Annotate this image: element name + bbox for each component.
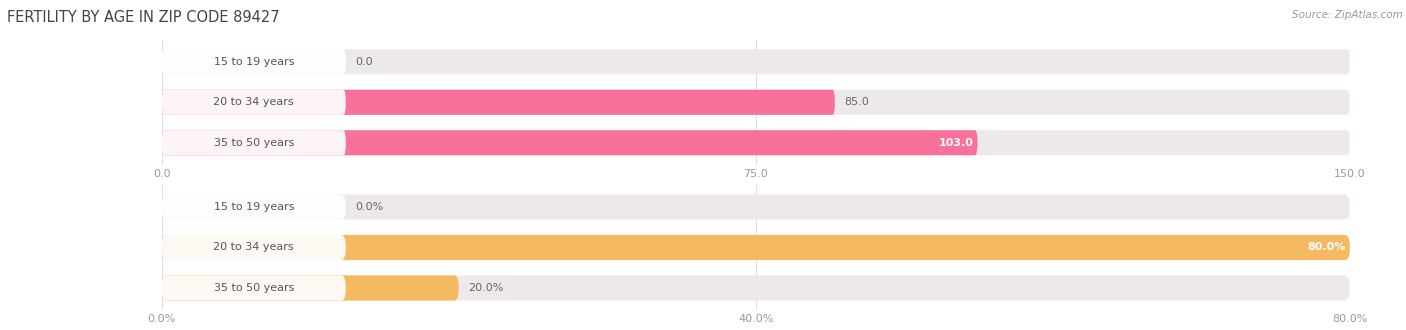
FancyBboxPatch shape (162, 130, 346, 155)
Text: 20 to 34 years: 20 to 34 years (214, 243, 294, 252)
FancyBboxPatch shape (162, 235, 1350, 260)
Text: FERTILITY BY AGE IN ZIP CODE 89427: FERTILITY BY AGE IN ZIP CODE 89427 (7, 10, 280, 25)
Text: 80.0%: 80.0% (1308, 243, 1346, 252)
FancyBboxPatch shape (162, 235, 1350, 260)
Text: 0.0%: 0.0% (356, 202, 384, 212)
Text: 15 to 19 years: 15 to 19 years (214, 57, 294, 67)
Text: 103.0: 103.0 (939, 138, 974, 148)
Text: 0.0: 0.0 (356, 57, 373, 67)
Text: 20.0%: 20.0% (468, 283, 503, 293)
FancyBboxPatch shape (162, 90, 835, 115)
FancyBboxPatch shape (162, 130, 1350, 155)
FancyBboxPatch shape (162, 130, 977, 155)
FancyBboxPatch shape (162, 276, 1350, 301)
FancyBboxPatch shape (162, 49, 1350, 74)
Text: 20 to 34 years: 20 to 34 years (214, 97, 294, 107)
FancyBboxPatch shape (162, 276, 458, 301)
FancyBboxPatch shape (162, 276, 346, 301)
Text: 35 to 50 years: 35 to 50 years (214, 283, 294, 293)
FancyBboxPatch shape (162, 194, 1350, 219)
Text: 15 to 19 years: 15 to 19 years (214, 202, 294, 212)
Text: 85.0: 85.0 (845, 97, 869, 107)
Text: 35 to 50 years: 35 to 50 years (214, 138, 294, 148)
FancyBboxPatch shape (162, 49, 346, 74)
Text: Source: ZipAtlas.com: Source: ZipAtlas.com (1292, 10, 1403, 20)
FancyBboxPatch shape (162, 90, 346, 115)
FancyBboxPatch shape (162, 194, 346, 219)
FancyBboxPatch shape (162, 90, 1350, 115)
FancyBboxPatch shape (162, 235, 346, 260)
